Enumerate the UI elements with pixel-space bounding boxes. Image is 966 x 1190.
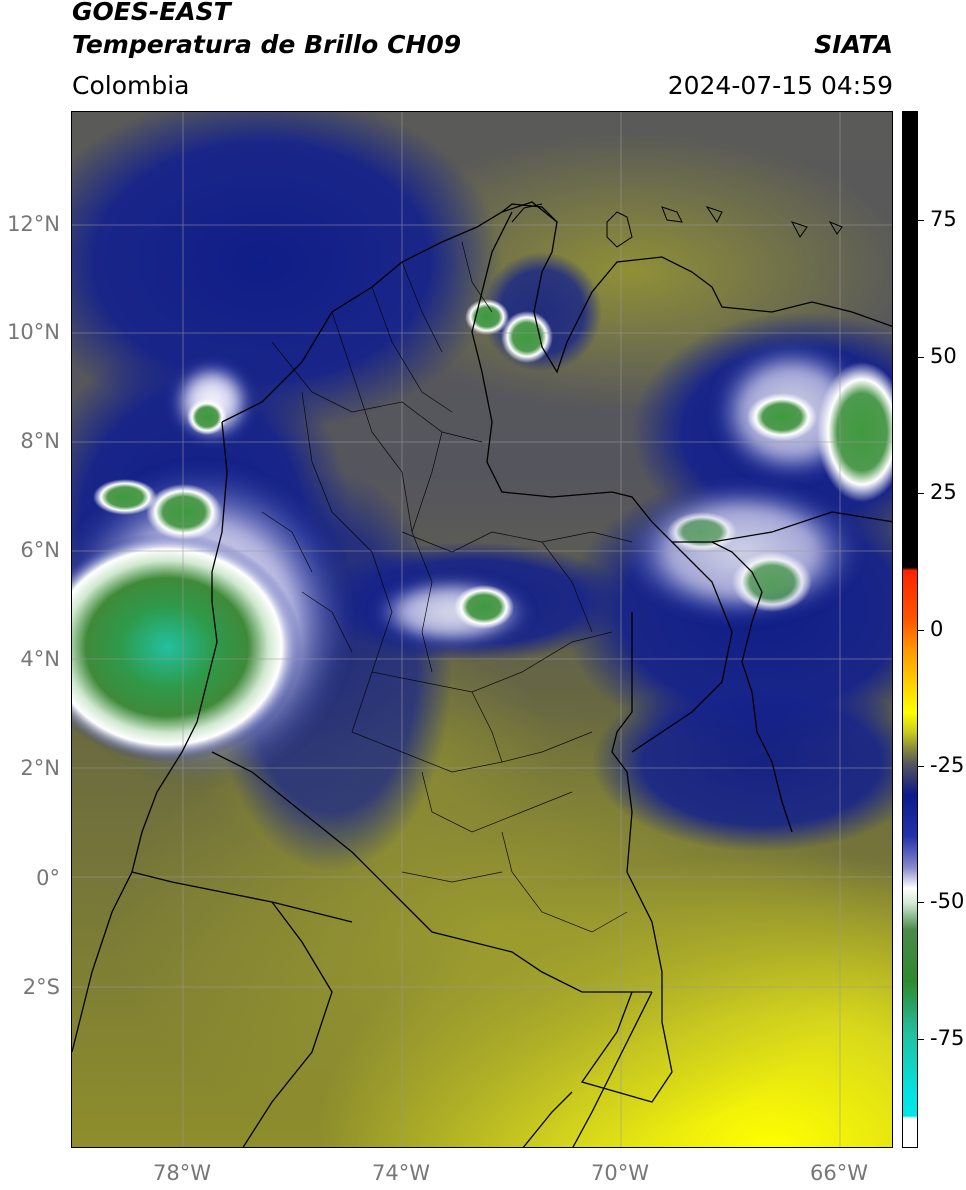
colorbar-tick-mark xyxy=(918,766,924,767)
colorbar-tick-label: 75 xyxy=(930,207,957,231)
colorbar-tick-label: -25 xyxy=(930,753,965,777)
lat-label-12n: 12°N xyxy=(7,212,60,236)
satellite-map xyxy=(71,111,893,1148)
region-label: Colombia xyxy=(72,71,190,100)
lat-label-2n: 2°N xyxy=(20,756,60,780)
lon-label-74w: 74°W xyxy=(372,1161,430,1185)
map-canvas xyxy=(72,112,892,1147)
lat-label-4n: 4°N xyxy=(20,647,60,671)
lon-label-66w: 66°W xyxy=(810,1161,868,1185)
colorbar-scale xyxy=(903,112,917,1147)
product-title: Temperatura de Brillo CH09 xyxy=(72,30,462,59)
colorbar-tick-mark xyxy=(918,630,924,631)
lon-label-78w: 78°W xyxy=(153,1161,211,1185)
colorbar-tick-label: 50 xyxy=(930,344,957,368)
colorbar xyxy=(902,111,918,1148)
colorbar-tick-mark xyxy=(918,220,924,221)
colorbar-tick-mark xyxy=(918,493,924,494)
colorbar-tick-mark xyxy=(918,357,924,358)
lat-label-2s: 2°S xyxy=(22,975,60,999)
colorbar-tick-label: -75 xyxy=(930,1026,965,1050)
lat-label-8n: 8°N xyxy=(20,429,60,453)
lon-label-70w: 70°W xyxy=(591,1161,649,1185)
islands xyxy=(511,203,843,248)
colorbar-tick-label: -50 xyxy=(930,889,965,913)
timestamp-label: 2024-07-15 04:59 xyxy=(667,71,893,100)
agency-label: SIATA xyxy=(814,30,893,59)
department-borders xyxy=(261,241,633,933)
colorbar-tick-mark xyxy=(918,902,924,903)
lat-label-6n: 6°N xyxy=(20,538,60,562)
lat-label-10n: 10°N xyxy=(7,320,60,344)
lat-label-0: 0° xyxy=(36,866,60,890)
colorbar-tick-mark xyxy=(918,1039,924,1040)
colorbar-tick-label: 25 xyxy=(930,480,957,504)
satellite-title: GOES-EAST xyxy=(72,0,231,26)
colorbar-tick-label: 0 xyxy=(930,617,944,641)
borders xyxy=(72,201,892,1147)
graticule xyxy=(72,112,892,1147)
